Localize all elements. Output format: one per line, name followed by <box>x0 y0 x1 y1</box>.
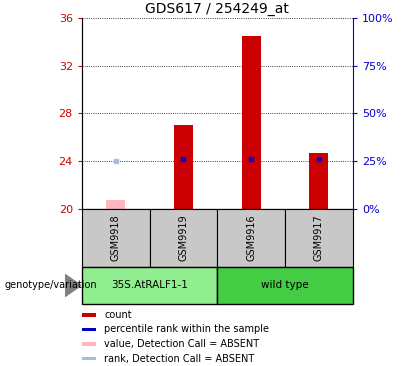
Text: genotype/variation: genotype/variation <box>4 280 97 291</box>
Title: GDS617 / 254249_at: GDS617 / 254249_at <box>145 2 289 16</box>
Bar <box>82 267 218 304</box>
Bar <box>106 200 125 209</box>
Bar <box>310 153 328 209</box>
Text: wild type: wild type <box>261 280 309 291</box>
Bar <box>82 342 96 346</box>
Bar <box>82 328 96 331</box>
Polygon shape <box>65 274 81 296</box>
Bar <box>174 125 193 209</box>
Text: 35S.AtRALF1-1: 35S.AtRALF1-1 <box>111 280 188 291</box>
Text: GSM9916: GSM9916 <box>246 214 256 261</box>
Text: GSM9917: GSM9917 <box>314 214 324 261</box>
Text: GSM9918: GSM9918 <box>111 214 121 261</box>
Text: rank, Detection Call = ABSENT: rank, Detection Call = ABSENT <box>104 354 255 364</box>
Bar <box>218 209 285 267</box>
Bar <box>150 209 218 267</box>
Text: percentile rank within the sample: percentile rank within the sample <box>104 324 269 335</box>
Text: value, Detection Call = ABSENT: value, Detection Call = ABSENT <box>104 339 260 349</box>
Bar <box>242 36 261 209</box>
Bar <box>82 357 96 361</box>
Text: GSM9919: GSM9919 <box>178 214 189 261</box>
Text: count: count <box>104 310 132 320</box>
Bar <box>82 313 96 317</box>
Bar <box>82 209 150 267</box>
Bar <box>285 209 353 267</box>
Bar <box>218 267 353 304</box>
